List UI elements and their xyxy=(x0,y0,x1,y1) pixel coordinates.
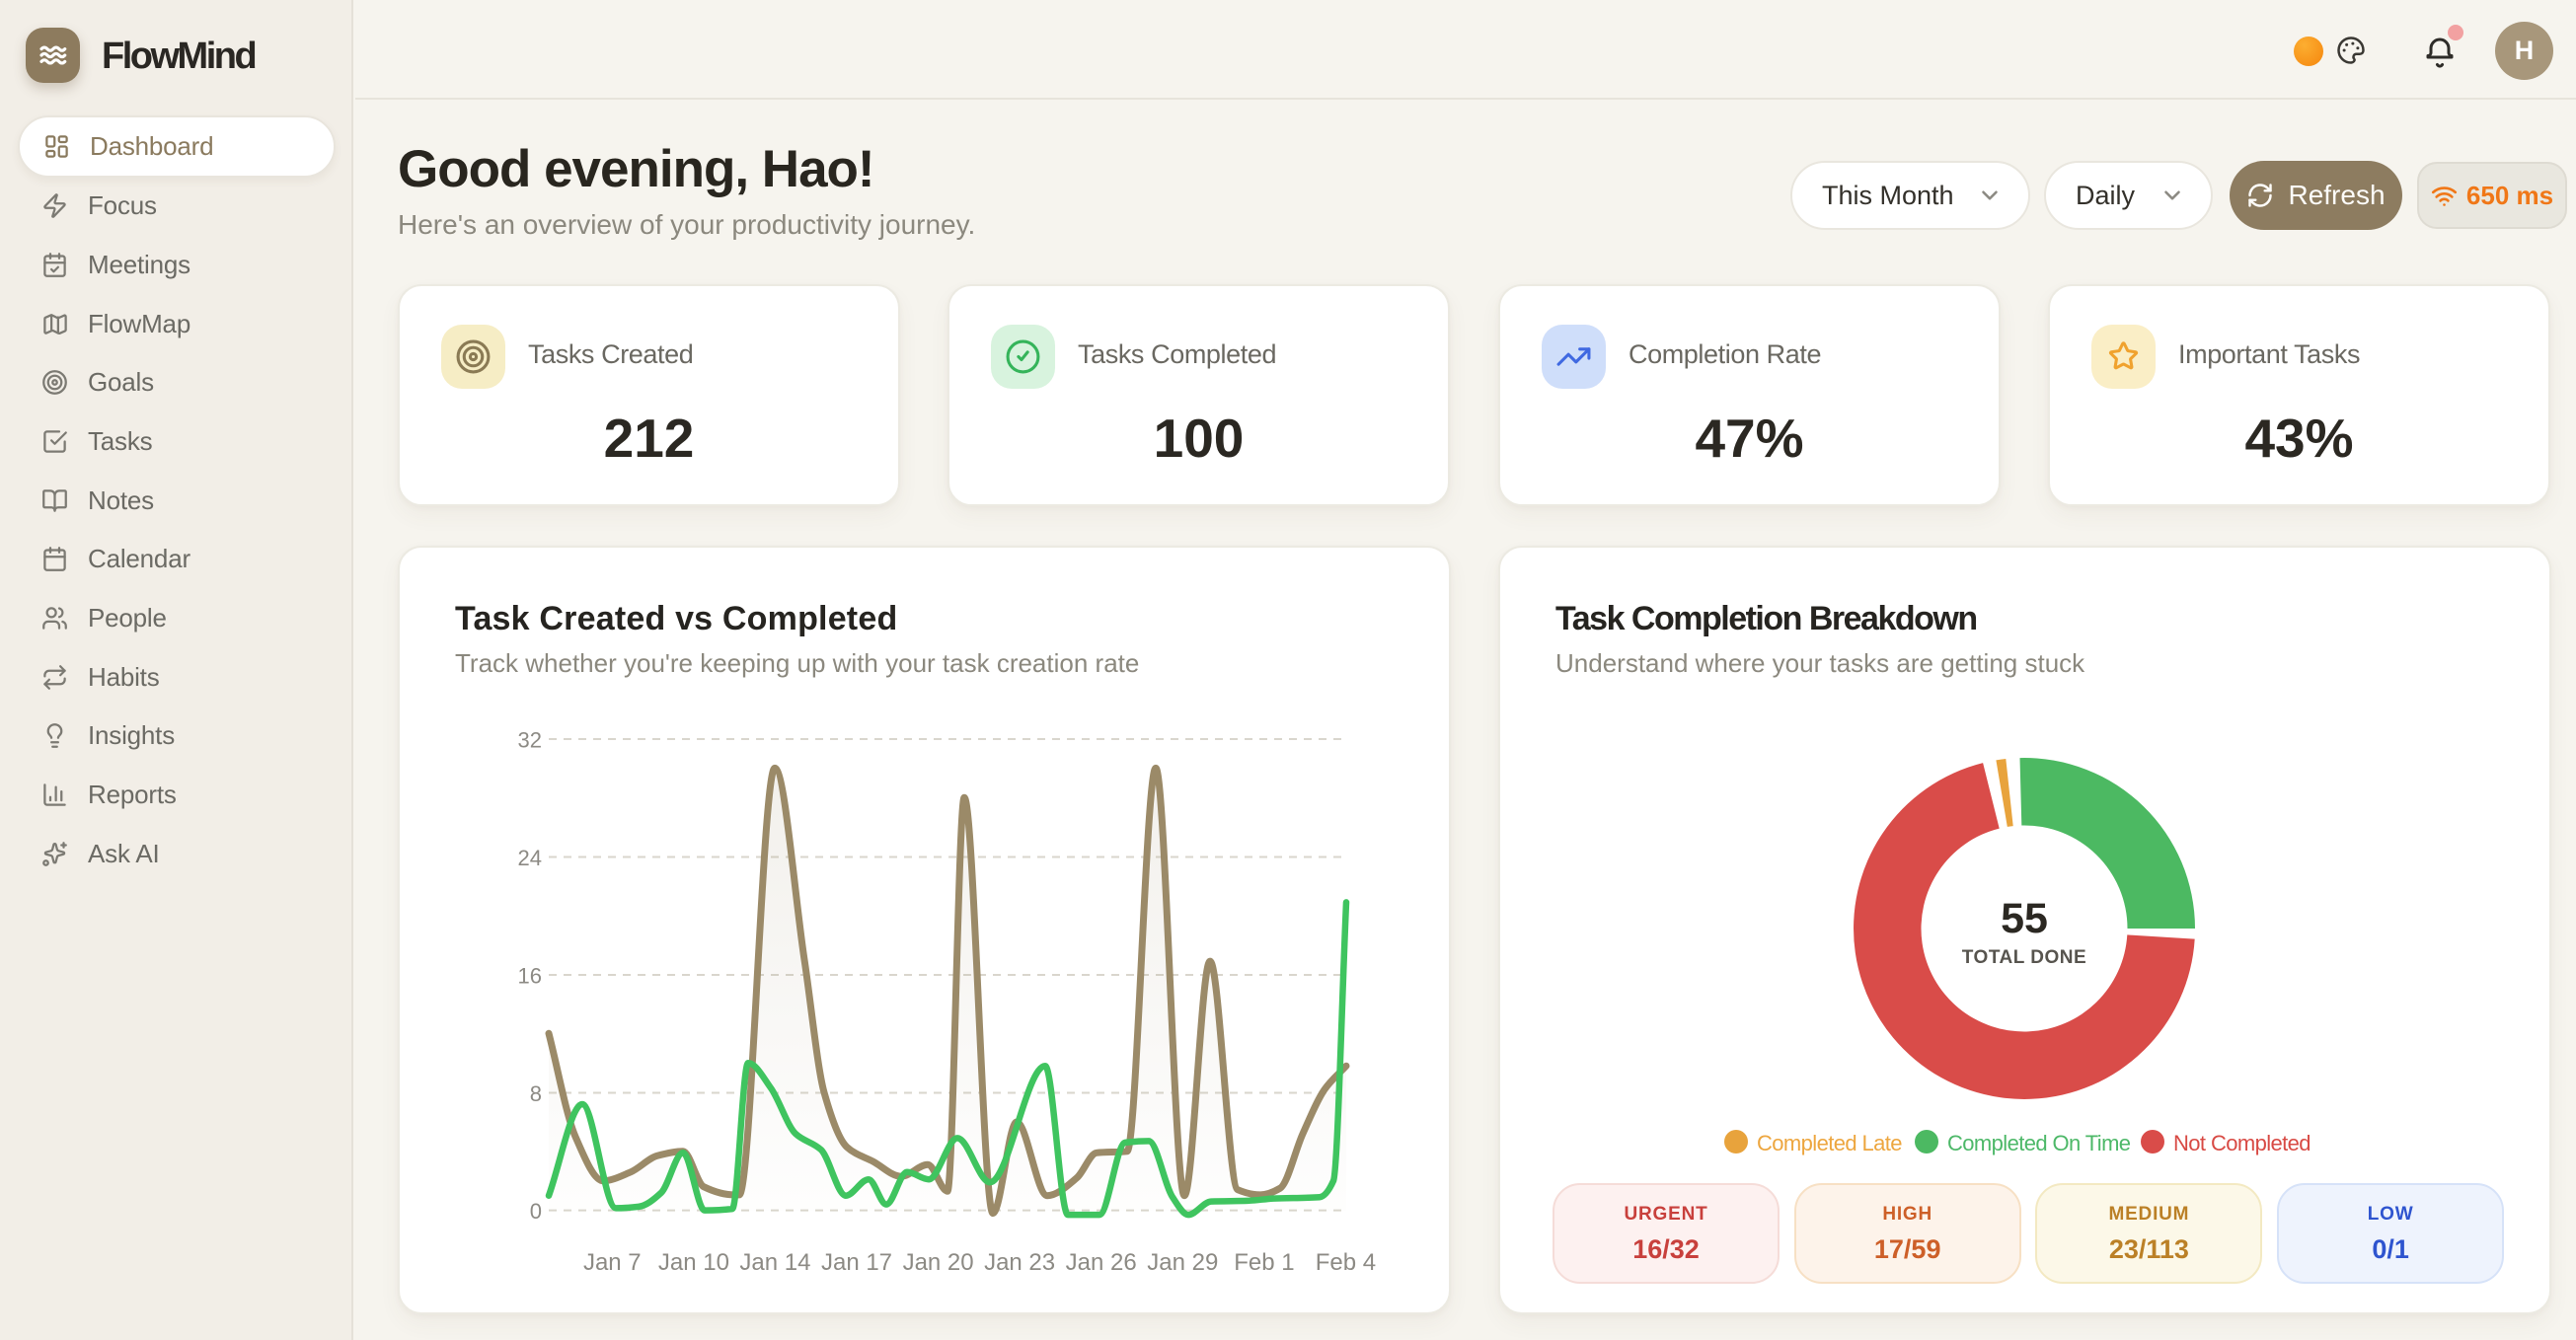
svg-text:Feb 4: Feb 4 xyxy=(1316,1249,1376,1276)
svg-text:Jan 23: Jan 23 xyxy=(984,1249,1055,1276)
svg-text:16: 16 xyxy=(518,964,542,989)
svg-text:8: 8 xyxy=(530,1081,542,1106)
svg-text:TOTAL DONE: TOTAL DONE xyxy=(1962,947,2086,968)
svg-text:Feb 1: Feb 1 xyxy=(1234,1249,1294,1276)
svg-text:Jan 20: Jan 20 xyxy=(903,1249,974,1276)
svg-text:0: 0 xyxy=(530,1199,542,1224)
svg-text:Completed Late: Completed Late xyxy=(1757,1131,1902,1155)
svg-text:32: 32 xyxy=(518,728,542,753)
svg-text:Jan 10: Jan 10 xyxy=(658,1249,729,1276)
svg-text:Not Completed: Not Completed xyxy=(2173,1131,2311,1155)
svg-text:Jan 26: Jan 26 xyxy=(1066,1249,1137,1276)
svg-text:Jan 17: Jan 17 xyxy=(821,1249,892,1276)
svg-text:Jan 7: Jan 7 xyxy=(583,1249,642,1276)
svg-text:24: 24 xyxy=(518,846,542,870)
svg-text:Completed On Time: Completed On Time xyxy=(1947,1131,2131,1155)
svg-text:Jan 14: Jan 14 xyxy=(739,1249,810,1276)
svg-text:Jan 29: Jan 29 xyxy=(1147,1249,1218,1276)
svg-text:55: 55 xyxy=(2001,895,2048,942)
